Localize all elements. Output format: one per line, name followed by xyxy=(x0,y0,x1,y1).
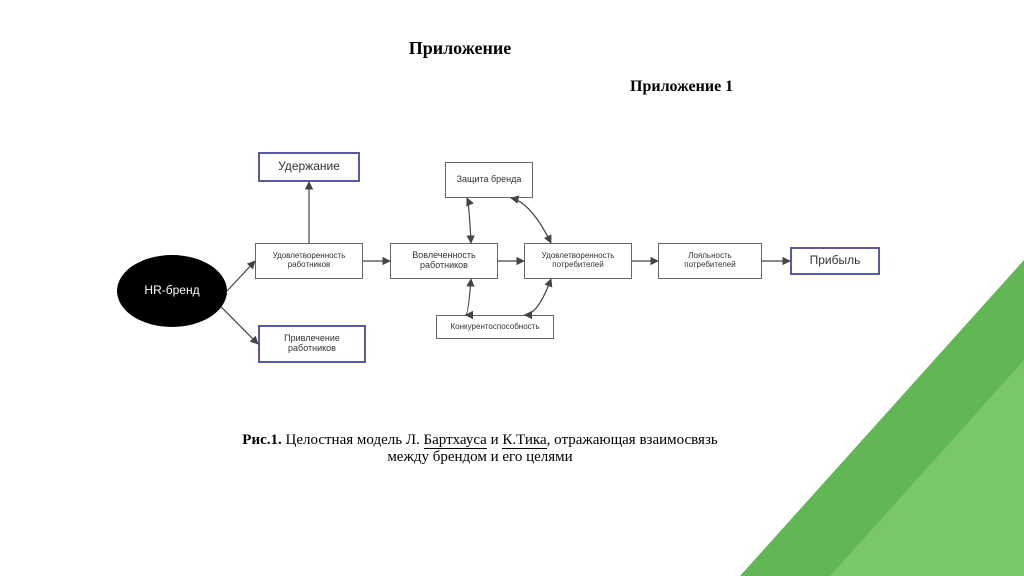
node-satisfEmp: Удовлетворенность работников xyxy=(255,243,363,279)
node-retention: Удержание xyxy=(258,152,360,182)
node-compet: Конкурентоспособность xyxy=(436,315,554,339)
node-profit: Прибыль xyxy=(790,247,880,275)
slide: Приложение Приложение 1 HR-бренд Удержани… xyxy=(0,0,1024,576)
title-sub: Приложение 1 xyxy=(630,78,733,96)
node-brandDef: Защита бренда xyxy=(445,162,533,198)
node-involve: Вовлеченность работников xyxy=(390,243,498,279)
node-loyal: Лояльность потребителей xyxy=(658,243,762,279)
title-main: Приложение xyxy=(350,38,570,59)
node-satisfCons: Удовлетворенность потребителей xyxy=(524,243,632,279)
node-hr: HR-бренд xyxy=(117,255,227,327)
node-attract: Привлечение работников xyxy=(258,325,366,363)
figure-caption: Рис.1. Целостная модель Л. Бартхауса и К… xyxy=(200,432,760,466)
